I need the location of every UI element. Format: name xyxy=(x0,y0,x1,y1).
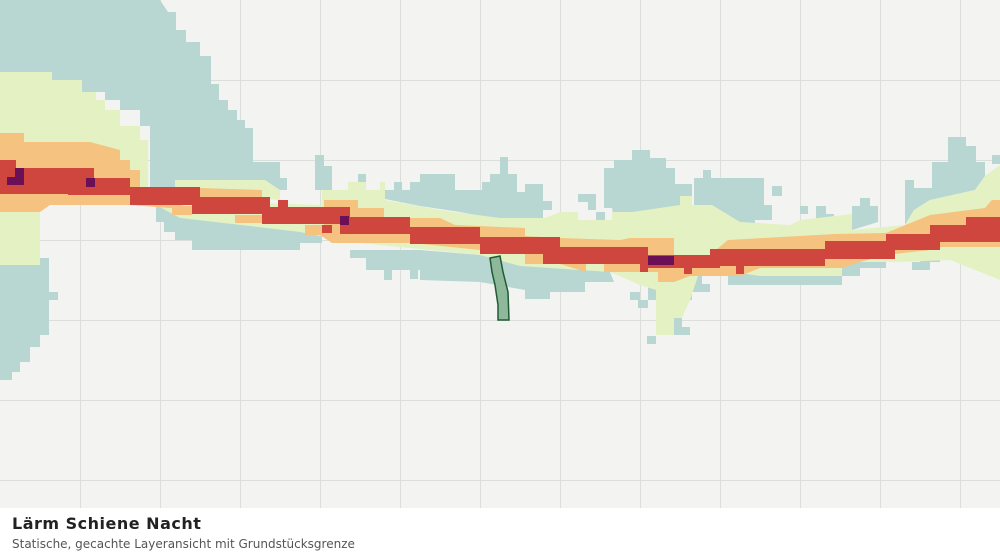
map-subtitle: Statische, gecachte Layeransicht mit Gru… xyxy=(12,537,355,551)
map-title: Lärm Schiene Nacht xyxy=(12,514,202,533)
noise-map xyxy=(0,0,1000,508)
caption-panel: Lärm Schiene Nacht Statische, gecachte L… xyxy=(0,508,1000,560)
noise-zone-extreme xyxy=(7,168,674,265)
property-boundary xyxy=(489,255,510,321)
noise-zone-very-high xyxy=(0,160,1000,274)
